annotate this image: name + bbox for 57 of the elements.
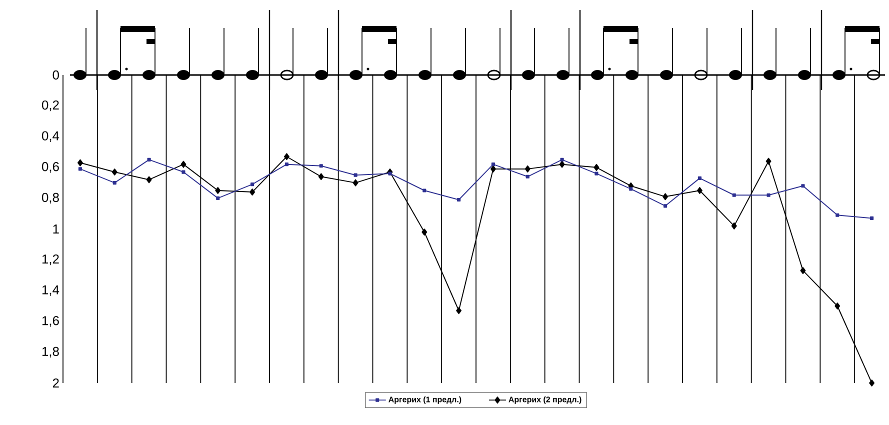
y-tick-label: 0,4 xyxy=(42,131,60,142)
point xyxy=(457,198,461,202)
y-tick-label: 0 xyxy=(52,70,59,80)
y-tick-label: 1,4 xyxy=(42,285,60,296)
point xyxy=(524,165,530,172)
point xyxy=(629,187,633,191)
point xyxy=(112,181,116,185)
point xyxy=(696,187,702,194)
point xyxy=(836,213,840,217)
point xyxy=(594,164,600,171)
point xyxy=(77,159,83,166)
y-tick-label: 1,2 xyxy=(42,254,59,266)
y-tick-label: 0,2 xyxy=(42,100,59,112)
y-tick-label: 1,8 xyxy=(42,346,59,358)
point xyxy=(800,267,806,274)
point xyxy=(732,193,736,197)
point xyxy=(146,176,152,184)
point xyxy=(112,168,118,176)
point xyxy=(731,222,737,230)
point xyxy=(78,167,82,171)
point xyxy=(318,173,324,180)
y-tick-label: 2 xyxy=(52,378,59,388)
point xyxy=(662,193,668,200)
y-tick-label: 1 xyxy=(53,224,59,234)
point xyxy=(215,187,221,194)
point xyxy=(250,182,254,186)
point xyxy=(216,196,220,200)
point xyxy=(559,160,565,168)
point xyxy=(422,188,426,192)
point xyxy=(354,173,358,177)
point xyxy=(870,216,874,220)
point xyxy=(766,193,770,197)
point xyxy=(284,162,289,166)
point xyxy=(766,158,772,165)
point xyxy=(526,174,530,178)
y-tick-label: 0,6 xyxy=(42,162,59,173)
point xyxy=(490,165,496,172)
point xyxy=(319,164,323,168)
y-tick-label: 1,6 xyxy=(42,316,59,327)
point xyxy=(180,160,186,168)
point xyxy=(801,184,805,188)
point xyxy=(560,158,564,162)
point xyxy=(834,302,840,310)
point xyxy=(664,204,668,208)
point xyxy=(147,158,151,162)
point xyxy=(491,162,496,166)
point xyxy=(594,172,598,176)
point xyxy=(456,307,462,314)
point xyxy=(698,176,702,180)
y-tick-label: 0,8 xyxy=(42,192,59,204)
point xyxy=(284,153,290,160)
point xyxy=(869,380,875,386)
point xyxy=(352,179,358,186)
point xyxy=(182,170,186,174)
point xyxy=(250,188,256,196)
point xyxy=(388,172,392,176)
point xyxy=(422,228,428,236)
